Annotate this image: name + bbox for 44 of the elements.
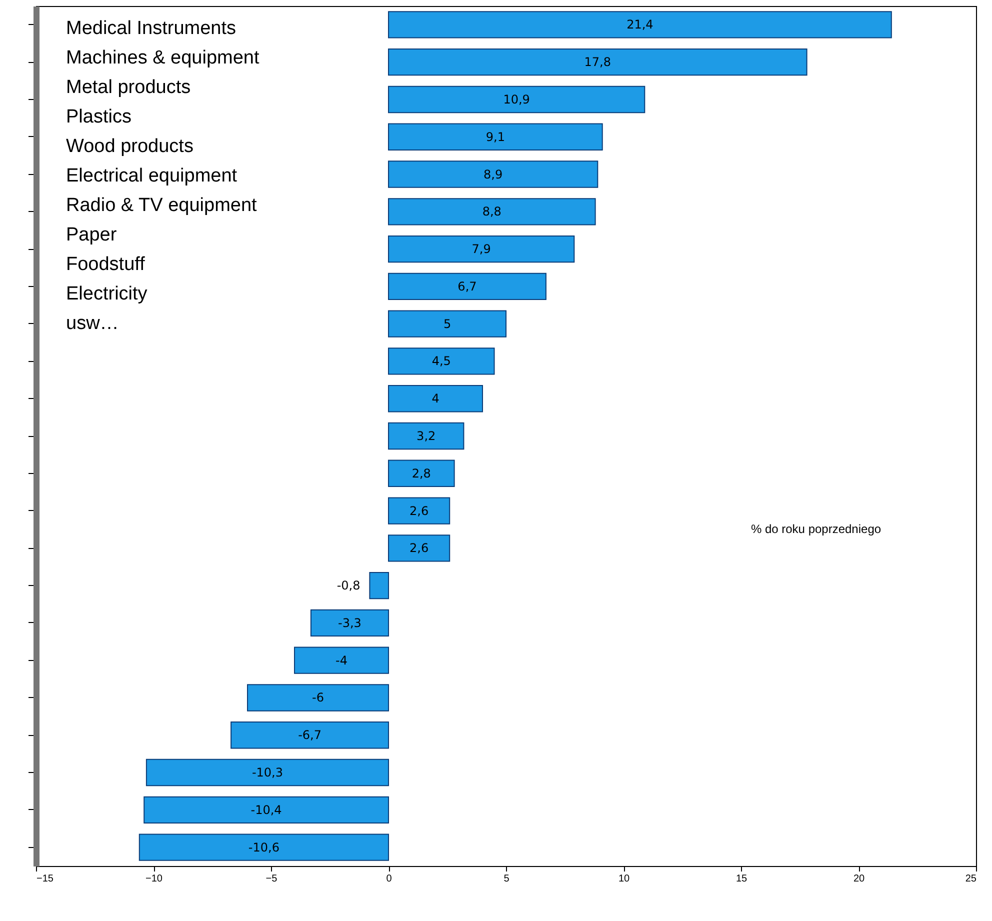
data-label: 5: [443, 316, 452, 331]
data-label: -10,6: [248, 840, 280, 854]
annotation: Plastics: [66, 106, 132, 128]
data-label: 8,8: [482, 204, 502, 219]
x-tick-label: −15: [36, 874, 54, 884]
data-label: -3,3: [338, 616, 362, 630]
x-tick-label: 10: [618, 874, 630, 884]
annotation: Paper: [66, 224, 118, 246]
data-label: 17,8: [584, 55, 612, 70]
x-tick-label: 25: [965, 874, 977, 884]
annotation: Electrical equipment: [66, 166, 238, 186]
data-label: 8,9: [484, 167, 503, 182]
annotation: Wood products: [66, 136, 194, 157]
annotation: Radio & TV equipment: [66, 195, 258, 216]
data-label: -10,3: [252, 766, 284, 780]
data-label: 2,6: [410, 504, 429, 518]
data-label: 6,7: [458, 279, 477, 294]
data-label: -6,7: [298, 728, 322, 742]
data-label: 21,4: [626, 18, 654, 32]
x-tick-label: −10: [146, 874, 163, 884]
data-label: 4: [432, 392, 440, 406]
data-label: 9,1: [486, 130, 505, 144]
data-label: 10,9: [503, 92, 530, 106]
data-label: 4,5: [432, 354, 451, 368]
data-label: -0,8: [336, 578, 360, 593]
annotation: Medical Instruments: [66, 18, 236, 39]
data-label: 7,9: [472, 242, 491, 256]
data-label: -4: [336, 653, 348, 668]
annotation: usw…: [66, 313, 119, 334]
x-tick-label: −5: [266, 874, 278, 884]
data-label: -6: [312, 690, 324, 705]
annotation: Metal products: [66, 77, 191, 98]
data-label: 3,2: [416, 429, 436, 443]
annotation: Foodstuff: [66, 254, 146, 275]
annotation: % do roku poprzedniego: [750, 522, 882, 536]
data-label: 2,6: [410, 541, 429, 556]
x-tick-label: 0: [386, 874, 392, 884]
data-label: 2,8: [412, 466, 431, 480]
annotation: Machines & equipment: [66, 48, 260, 68]
x-tick-label: 15: [736, 874, 748, 884]
data-label: -10,4: [250, 802, 282, 817]
annotation: Electricity: [66, 284, 148, 304]
x-tick-label: 5: [504, 874, 510, 884]
x-tick-label: 20: [853, 874, 865, 884]
